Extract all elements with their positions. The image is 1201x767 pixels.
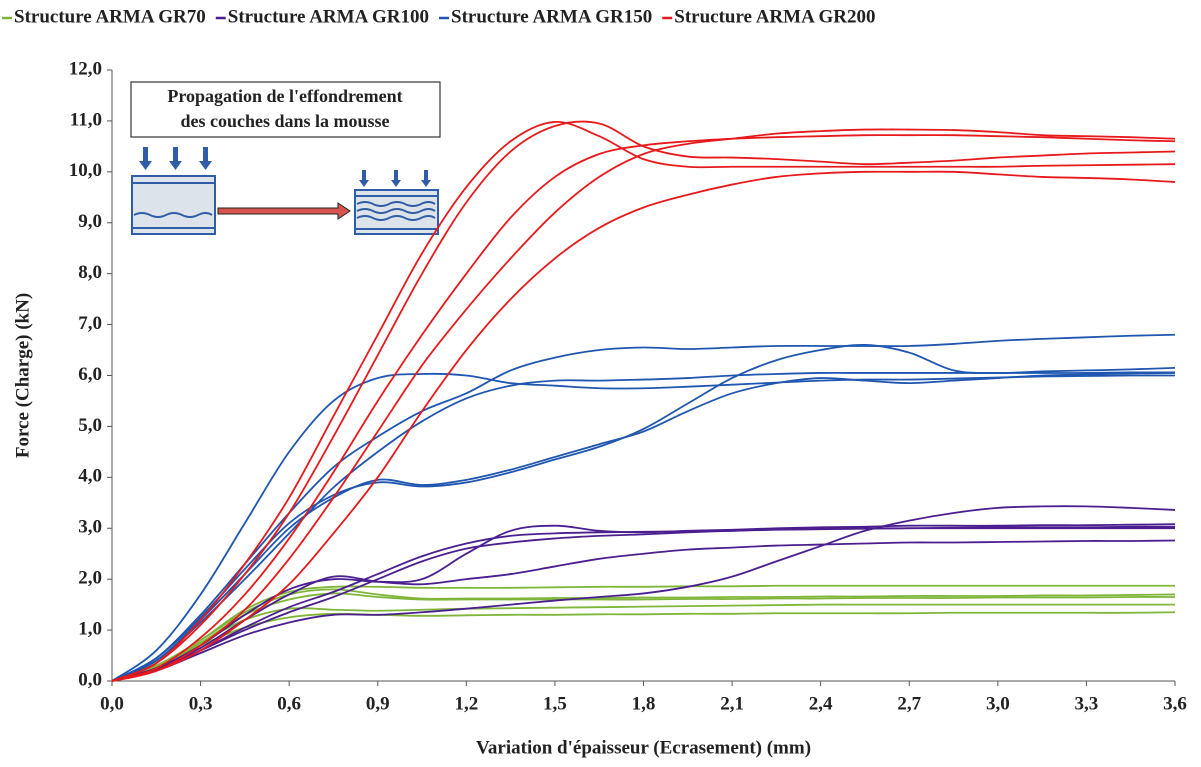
- foam-before: [131, 175, 216, 235]
- series-line: [111, 539, 1176, 682]
- x-tick-label: 1,2: [454, 693, 478, 714]
- series-line: [111, 603, 1175, 682]
- y-tick-label: 2,0: [78, 568, 102, 589]
- series-line: [111, 128, 1176, 682]
- series-line: [111, 134, 1176, 682]
- y-tick-label: 10,0: [69, 160, 102, 181]
- series-line: [111, 372, 1176, 682]
- series-line: [111, 525, 1176, 682]
- press-arrows: [139, 147, 431, 187]
- y-tick-label: 3,0: [78, 517, 102, 538]
- y-tick-label: 1,0: [78, 618, 102, 639]
- x-axis-title: Variation d'épaisseur (Ecrasement) (mm): [476, 737, 811, 758]
- x-tick-label: 0,6: [277, 693, 301, 714]
- y-axis-title: Force (Charge) (kN): [12, 293, 33, 458]
- y-tick-label: 5,0: [78, 415, 102, 436]
- series-line: [111, 584, 1175, 682]
- x-tick-label: 0,9: [366, 693, 390, 714]
- legend-label: Structure ARMA GR150: [451, 6, 652, 27]
- legend-label: Structure ARMA GR100: [228, 6, 429, 27]
- x-tick-label: 1,8: [632, 693, 656, 714]
- x-tick-label: 3,6: [1163, 693, 1187, 714]
- annotation: des couches dans la mousse: [180, 111, 389, 131]
- legend-label: Structure ARMA GR70: [14, 6, 206, 27]
- series-line: [111, 344, 1176, 682]
- annotation: Propagation de l'effondrement: [167, 86, 402, 106]
- series-line: [111, 371, 1176, 682]
- x-tick-label: 2,1: [720, 693, 744, 714]
- x-tick-label: 2,4: [809, 693, 833, 714]
- y-tick-label: 12,0: [69, 58, 102, 79]
- transition-arrow: [217, 202, 351, 220]
- series-line: [111, 505, 1176, 682]
- y-tick-label: 4,0: [78, 466, 102, 487]
- y-tick-label: 6,0: [78, 364, 102, 385]
- y-tick-label: 8,0: [78, 262, 102, 283]
- x-tick-label: 3,3: [1075, 693, 1099, 714]
- y-tick-label: 7,0: [78, 313, 102, 334]
- x-tick-label: 1,5: [543, 693, 567, 714]
- inset: Propagation de l'effondrement des couche…: [130, 81, 441, 235]
- series-line: [111, 170, 1176, 682]
- series-line: [111, 120, 1176, 682]
- x-tick-label: 0,3: [189, 693, 213, 714]
- inset-box: [130, 81, 441, 138]
- x-tick-label: 2,7: [897, 693, 921, 714]
- series-line: [111, 592, 1176, 682]
- series-line: [111, 523, 1176, 682]
- legend-label: Structure ARMA GR200: [674, 6, 875, 27]
- y-tick-label: 11,0: [70, 109, 102, 130]
- series-line: [111, 527, 1175, 682]
- x-tick-label: 3,0: [986, 693, 1010, 714]
- y-tick-label: 0,0: [78, 669, 102, 690]
- x-tick-label: 0,0: [100, 693, 124, 714]
- foam-after: [354, 189, 439, 235]
- series-line: [111, 611, 1176, 682]
- y-tick-label: 9,0: [78, 211, 102, 232]
